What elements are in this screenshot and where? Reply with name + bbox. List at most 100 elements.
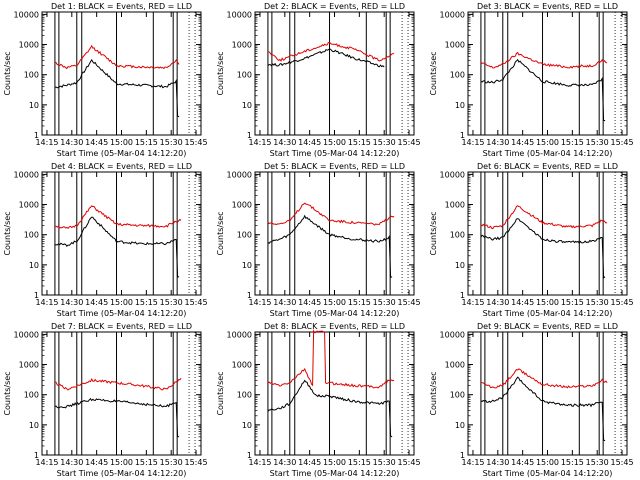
- x-tick-label: 14:45: [511, 298, 534, 307]
- y-tick-label: 1: [34, 131, 39, 140]
- chart-title: Det 7: BLACK = Events, RED = LLD: [51, 322, 192, 331]
- y-tick-label: 100: [237, 391, 252, 400]
- x-tick-label: 15:15: [561, 458, 584, 467]
- x-tick-label: 14:30: [486, 298, 509, 307]
- x-tick-label: 14:15: [35, 138, 58, 147]
- x-tick-label: 14:45: [511, 138, 534, 147]
- y-tick-label: 10: [29, 101, 39, 110]
- events-series-line: [480, 58, 606, 122]
- lld-series-line: [267, 329, 395, 389]
- x-axis-label: Start Time (05-Mar-04 14:12:20): [270, 309, 400, 318]
- x-axis-label: Start Time (05-Mar-04 14:12:20): [483, 309, 613, 318]
- x-tick-label: 15:45: [611, 138, 634, 147]
- y-tick-label: 10: [242, 261, 252, 270]
- y-tick-label: 1: [460, 131, 465, 140]
- y-tick-label: 100: [450, 231, 465, 240]
- events-series-line: [480, 376, 606, 442]
- x-axis-label: Start Time (05-Mar-04 14:12:20): [483, 469, 613, 478]
- events-series-line: [54, 58, 180, 118]
- y-tick-label: 1000: [19, 201, 39, 210]
- lld-series-line: [54, 377, 182, 391]
- x-tick-label: 15:30: [373, 458, 396, 467]
- x-tick-label: 15:30: [373, 138, 396, 147]
- x-tick-label: 15:00: [110, 458, 133, 467]
- y-tick-label: 1000: [232, 361, 252, 370]
- detector-chart-2: Det 2: BLACK = Events, RED = LLD Counts/s…: [216, 2, 421, 158]
- x-tick-label: 15:00: [110, 138, 133, 147]
- x-tick-label: 14:45: [85, 298, 108, 307]
- y-axis-label: Counts/sec: [3, 211, 12, 255]
- x-tick-label: 14:30: [60, 138, 83, 147]
- detector-panel-9: Det 9: BLACK = Events, RED = LLD Counts/s…: [426, 320, 639, 480]
- y-tick-label: 100: [450, 391, 465, 400]
- events-series-line: [480, 218, 606, 279]
- y-tick-label: 100: [24, 391, 39, 400]
- x-tick-label: 14:30: [486, 138, 509, 147]
- events-series-line: [267, 214, 393, 278]
- detector-chart-1: Det 1: BLACK = Events, RED = LLD Counts/s…: [3, 2, 208, 158]
- chart-title: Det 4: BLACK = Events, RED = LLD: [51, 162, 192, 171]
- detector-chart-7: Det 7: BLACK = Events, RED = LLD Counts/s…: [3, 322, 208, 478]
- x-tick-label: 14:30: [60, 298, 83, 307]
- x-tick-label: 15:00: [323, 298, 346, 307]
- x-tick-label: 14:30: [60, 458, 83, 467]
- y-tick-label: 10: [455, 421, 465, 430]
- events-series-line: [267, 48, 385, 68]
- y-axis-label: Counts/sec: [216, 51, 225, 95]
- chart-title: Det 5: BLACK = Events, RED = LLD: [264, 162, 405, 171]
- chart-title: Det 1: BLACK = Events, RED = LLD: [51, 2, 192, 11]
- x-tick-label: 14:15: [461, 458, 484, 467]
- x-tick-label: 15:00: [536, 138, 559, 147]
- y-tick-label: 1: [247, 451, 252, 460]
- y-tick-label: 10: [455, 101, 465, 110]
- y-axis-label: Counts/sec: [3, 51, 12, 95]
- events-series-line: [54, 397, 180, 438]
- x-tick-label: 15:00: [536, 298, 559, 307]
- y-tick-label: 1000: [445, 361, 465, 370]
- x-tick-label: 14:30: [273, 458, 296, 467]
- detector-chart-3: Det 3: BLACK = Events, RED = LLD Counts/s…: [429, 2, 634, 158]
- y-tick-label: 10000: [440, 170, 465, 179]
- lld-series-line: [267, 41, 395, 62]
- x-tick-label: 15:30: [373, 298, 396, 307]
- y-tick-label: 100: [24, 71, 39, 80]
- x-tick-label: 15:15: [348, 458, 371, 467]
- y-tick-label: 10000: [440, 10, 465, 19]
- y-tick-label: 10000: [227, 330, 252, 339]
- detector-panel-4: Det 4: BLACK = Events, RED = LLD Counts/s…: [0, 160, 213, 320]
- x-axis-label: Start Time (05-Mar-04 14:12:20): [270, 149, 400, 158]
- y-tick-label: 1000: [19, 361, 39, 370]
- x-tick-label: 14:15: [35, 298, 58, 307]
- x-axis-label: Start Time (05-Mar-04 14:12:20): [57, 149, 187, 158]
- y-tick-label: 1: [247, 291, 252, 300]
- y-tick-label: 100: [450, 71, 465, 80]
- y-tick-label: 1: [34, 291, 39, 300]
- lld-series-line: [480, 205, 608, 230]
- y-axis-label: Counts/sec: [216, 371, 225, 415]
- y-axis-label: Counts/sec: [216, 211, 225, 255]
- x-tick-label: 15:00: [323, 458, 346, 467]
- y-tick-label: 1: [34, 451, 39, 460]
- x-tick-label: 15:45: [398, 458, 421, 467]
- x-tick-label: 14:45: [298, 458, 321, 467]
- chart-title: Det 6: BLACK = Events, RED = LLD: [477, 162, 618, 171]
- y-tick-label: 10000: [440, 330, 465, 339]
- x-tick-label: 15:15: [135, 298, 158, 307]
- x-tick-label: 15:30: [160, 298, 183, 307]
- detector-panel-3: Det 3: BLACK = Events, RED = LLD Counts/s…: [426, 0, 639, 160]
- y-tick-label: 10000: [14, 170, 39, 179]
- detector-panel-8: Det 8: BLACK = Events, RED = LLD Counts/s…: [213, 320, 426, 480]
- x-tick-label: 14:15: [35, 458, 58, 467]
- x-axis-label: Start Time (05-Mar-04 14:12:20): [57, 469, 187, 478]
- lld-series-line: [480, 51, 608, 69]
- x-tick-label: 15:45: [611, 298, 634, 307]
- x-tick-label: 15:15: [561, 138, 584, 147]
- y-tick-label: 1000: [232, 201, 252, 210]
- y-tick-label: 1000: [232, 41, 252, 50]
- events-series-line: [54, 216, 180, 278]
- lld-series-line: [267, 202, 395, 226]
- chart-title: Det 9: BLACK = Events, RED = LLD: [477, 322, 618, 331]
- detector-panel-6: Det 6: BLACK = Events, RED = LLD Counts/s…: [426, 160, 639, 320]
- x-tick-label: 14:45: [85, 458, 108, 467]
- y-tick-label: 1000: [445, 201, 465, 210]
